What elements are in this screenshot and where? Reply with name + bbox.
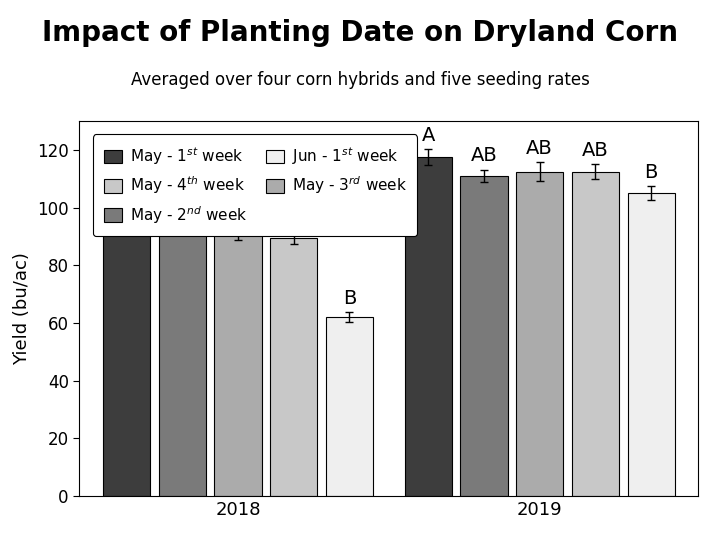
Text: A: A [287, 209, 300, 228]
Bar [326, 317, 373, 496]
Bar [405, 157, 451, 496]
Text: B: B [644, 163, 658, 182]
Y-axis label: Yield (bu/ac): Yield (bu/ac) [14, 252, 32, 365]
Text: A: A [231, 201, 245, 220]
Text: A: A [176, 196, 189, 215]
Bar [158, 226, 206, 496]
Bar [215, 232, 261, 496]
Legend: May - 1$^{st}$ week, May - 4$^{th}$ week, May - 2$^{nd}$ week, Jun - 1$^{st}$ we: May - 1$^{st}$ week, May - 4$^{th}$ week… [93, 134, 418, 236]
Bar [103, 224, 150, 496]
Bar [460, 176, 508, 496]
Text: Averaged over four corn hybrids and five seeding rates: Averaged over four corn hybrids and five… [130, 71, 590, 89]
Bar [516, 172, 563, 496]
Bar [572, 172, 619, 496]
Text: A: A [421, 126, 435, 145]
Text: B: B [343, 289, 356, 307]
Text: AB: AB [471, 147, 498, 165]
Text: A: A [120, 194, 133, 213]
Text: AB: AB [582, 141, 609, 160]
Text: Impact of Planting Date on Dryland Corn: Impact of Planting Date on Dryland Corn [42, 19, 678, 47]
Text: AB: AB [526, 139, 553, 158]
Bar [628, 193, 675, 496]
Bar [270, 238, 318, 496]
